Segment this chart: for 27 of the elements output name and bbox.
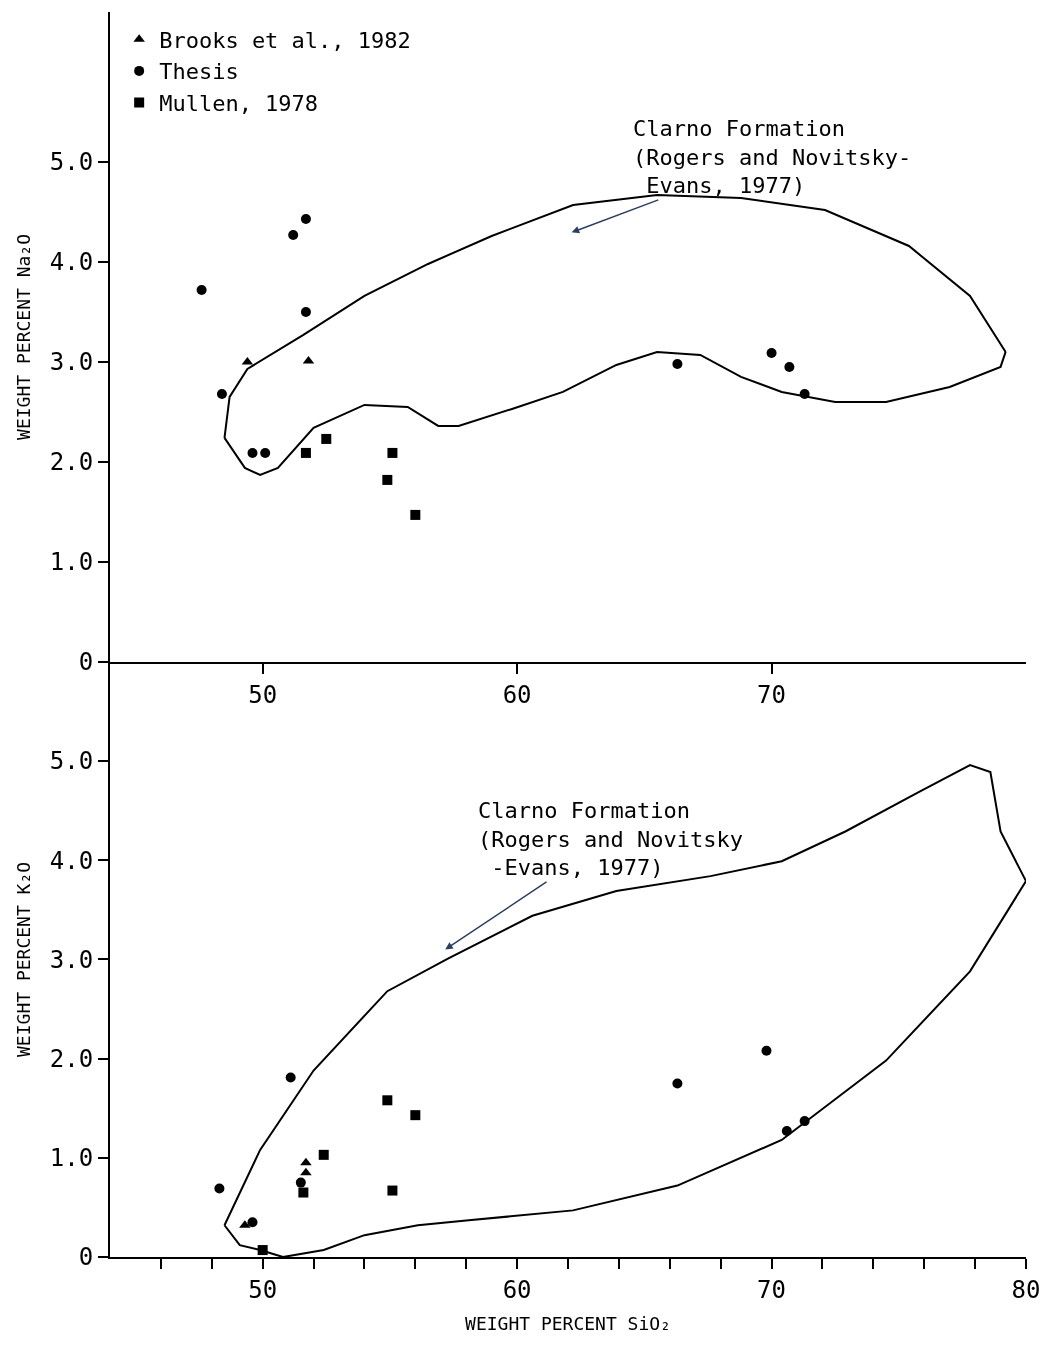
y-tick-label: 4.0 (49, 248, 94, 277)
y-tick-label: 0 (78, 1243, 94, 1272)
y-tick-label: 0 (78, 648, 94, 677)
legend-label: Brooks et al., 1982 (159, 27, 411, 53)
y-tick-label: 3.0 (49, 945, 94, 974)
y-tick-label: 4.0 (49, 846, 94, 875)
legend-label: Mullen, 1978 (159, 91, 319, 117)
x-axis-title: WEIGHT PERCENT SiO₂ (465, 1313, 671, 1335)
annotation: Clarno Formation (Rogers and Novitsky- Evans, 1977) (633, 116, 912, 199)
x-tick-label: 60 (502, 680, 532, 709)
y-axis-title: WEIGHT PERCENT Na₂O (12, 233, 34, 440)
y-tick-label: 2.0 (49, 448, 94, 477)
y-tick-label: 5.0 (49, 747, 94, 776)
x-tick-label: 50 (248, 680, 278, 709)
y-tick-label: 3.0 (49, 348, 94, 377)
x-tick-label: 70 (757, 680, 787, 709)
annotation: Clarno Formation (Rogers and Novitsky -Evans, 1977) (478, 798, 743, 881)
x-tick-label: 70 (757, 1275, 787, 1304)
y-tick-label: 5.0 (49, 148, 94, 177)
y-tick-label: 2.0 (49, 1045, 94, 1074)
y-axis-title: WEIGHT PERCENT K₂O (12, 861, 34, 1057)
x-tick-label: 50 (248, 1275, 278, 1304)
y-tick-label: 1.0 (49, 1144, 94, 1173)
x-tick-label: 60 (502, 1275, 532, 1304)
legend-label: Thesis (159, 59, 239, 85)
x-tick-label: 80 (1011, 1275, 1041, 1304)
y-tick-label: 1.0 (49, 548, 94, 577)
